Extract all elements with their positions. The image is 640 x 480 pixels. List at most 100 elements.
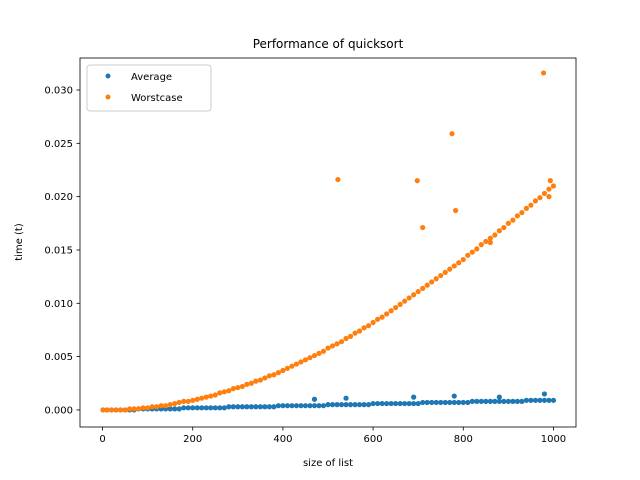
point-worstcase bbox=[117, 407, 124, 413]
legend-label-worstcase: Worstcase bbox=[131, 93, 183, 104]
point-average bbox=[320, 403, 327, 409]
point-average bbox=[451, 393, 457, 399]
point-average bbox=[172, 406, 178, 412]
point-worstcase bbox=[411, 292, 417, 298]
point-worstcase bbox=[199, 395, 205, 401]
point-average bbox=[343, 402, 349, 408]
point-worstcase bbox=[338, 339, 345, 345]
point-worstcase bbox=[307, 355, 313, 361]
point-worstcase bbox=[420, 285, 426, 291]
point-average bbox=[496, 398, 502, 404]
point-worstcase bbox=[176, 399, 182, 406]
point-worstcase bbox=[523, 205, 530, 211]
point-average bbox=[469, 398, 475, 404]
y-tick-label: 0.015 bbox=[44, 245, 73, 256]
point-average bbox=[253, 404, 259, 410]
point-worstcase bbox=[415, 288, 421, 295]
point-average bbox=[460, 399, 466, 406]
point-worstcase bbox=[244, 381, 250, 387]
point-average bbox=[248, 404, 254, 410]
point-worstcase bbox=[271, 372, 277, 378]
point-average bbox=[393, 400, 399, 407]
x-tick-label: 200 bbox=[183, 434, 202, 445]
point-worstcase bbox=[352, 330, 358, 336]
point-worstcase bbox=[185, 398, 191, 404]
point-average bbox=[329, 402, 336, 408]
point-worstcase bbox=[483, 238, 489, 245]
point-average bbox=[203, 405, 209, 411]
point-average bbox=[316, 403, 322, 409]
points-layer bbox=[100, 70, 557, 413]
point-worstcase bbox=[253, 378, 259, 384]
y-axis-label: time (t) bbox=[14, 223, 25, 261]
point-worstcase bbox=[453, 207, 459, 214]
point-worstcase bbox=[203, 394, 209, 400]
legend-marker-worstcase bbox=[105, 94, 111, 100]
point-average bbox=[280, 403, 286, 409]
point-worstcase bbox=[266, 373, 272, 379]
point-worstcase bbox=[208, 393, 214, 399]
point-worstcase bbox=[284, 365, 291, 371]
point-worstcase bbox=[356, 328, 363, 334]
point-worstcase bbox=[190, 397, 196, 403]
point-worstcase bbox=[275, 370, 281, 376]
point-average bbox=[541, 397, 548, 403]
point-average bbox=[370, 400, 376, 407]
point-worstcase bbox=[230, 386, 236, 392]
point-worstcase bbox=[361, 325, 367, 331]
point-average bbox=[402, 400, 408, 407]
point-average bbox=[284, 403, 291, 409]
point-worstcase bbox=[442, 269, 448, 275]
point-worstcase bbox=[478, 242, 484, 248]
point-worstcase bbox=[167, 402, 173, 408]
point-average bbox=[541, 391, 548, 397]
plot-frame bbox=[79, 57, 577, 428]
point-average bbox=[375, 400, 381, 407]
point-average bbox=[532, 397, 539, 403]
point-average bbox=[474, 398, 480, 404]
point-worstcase bbox=[239, 383, 245, 390]
point-worstcase bbox=[397, 301, 403, 307]
point-average bbox=[212, 405, 218, 411]
point-worstcase bbox=[316, 350, 322, 357]
point-average bbox=[465, 399, 471, 406]
point-worstcase bbox=[257, 377, 263, 383]
y-axis-ticks: 0.000 0.005 0.010 0.015 0.020 0.025 0.030 bbox=[44, 85, 80, 416]
point-worstcase bbox=[546, 194, 552, 200]
point-worstcase bbox=[140, 405, 146, 411]
point-worstcase bbox=[537, 195, 543, 201]
point-average bbox=[361, 402, 367, 408]
point-average bbox=[181, 405, 187, 411]
x-tick-label: 1000 bbox=[541, 434, 566, 445]
point-average bbox=[384, 400, 390, 407]
point-worstcase bbox=[343, 335, 349, 342]
point-worstcase bbox=[248, 380, 254, 386]
point-worstcase bbox=[221, 389, 227, 395]
point-worstcase bbox=[194, 396, 200, 402]
point-average bbox=[307, 403, 313, 409]
point-average bbox=[438, 399, 444, 406]
point-average bbox=[433, 399, 439, 406]
point-worstcase bbox=[302, 357, 309, 363]
point-average bbox=[167, 406, 173, 412]
point-average bbox=[176, 406, 182, 412]
point-average bbox=[510, 398, 516, 404]
point-worstcase bbox=[320, 348, 327, 354]
x-axis-label: size of list bbox=[303, 458, 353, 469]
point-average bbox=[528, 397, 534, 403]
point-average bbox=[271, 404, 277, 410]
point-average bbox=[537, 397, 543, 403]
point-worstcase bbox=[402, 298, 408, 304]
point-average bbox=[406, 400, 412, 407]
point-worstcase bbox=[293, 361, 300, 367]
point-worstcase bbox=[122, 407, 128, 413]
point-average bbox=[239, 404, 245, 410]
point-average bbox=[415, 400, 421, 407]
point-worstcase bbox=[127, 406, 133, 412]
x-tick-label: 0 bbox=[99, 434, 105, 445]
point-worstcase bbox=[113, 407, 119, 413]
x-axis-ticks: 0 200 400 600 800 1000 bbox=[99, 427, 566, 445]
point-worstcase bbox=[235, 384, 241, 391]
legend-box bbox=[86, 64, 212, 112]
point-worstcase bbox=[474, 246, 480, 252]
